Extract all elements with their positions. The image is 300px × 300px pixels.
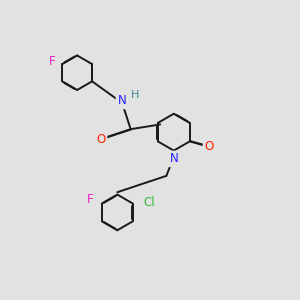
Text: N: N bbox=[117, 94, 126, 107]
Text: F: F bbox=[49, 55, 55, 68]
Text: Cl: Cl bbox=[143, 196, 155, 208]
Text: O: O bbox=[96, 133, 106, 146]
Text: F: F bbox=[87, 194, 93, 206]
Text: N: N bbox=[169, 152, 178, 165]
Text: H: H bbox=[131, 90, 139, 100]
Text: O: O bbox=[204, 140, 214, 153]
